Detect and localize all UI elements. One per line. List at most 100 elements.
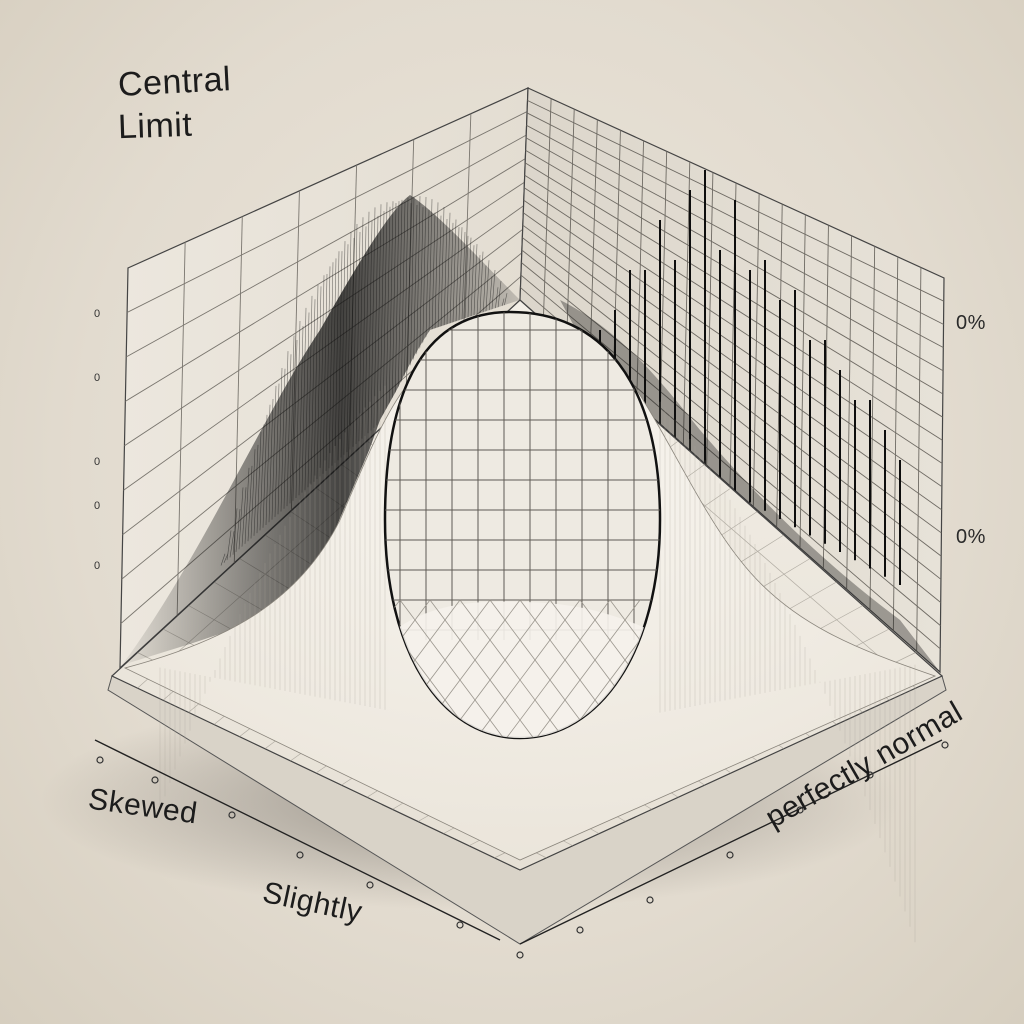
left-hatch-stroke bbox=[241, 487, 247, 547]
right-grid-line bbox=[752, 193, 760, 507]
left-hatch-stroke bbox=[310, 299, 316, 485]
left-hatch-stroke bbox=[265, 404, 271, 526]
axis-tick-dot bbox=[366, 881, 374, 889]
right-grid-line bbox=[892, 256, 899, 631]
left-hatch-stroke bbox=[289, 335, 295, 504]
left-hatch-stroke bbox=[373, 215, 379, 428]
left-hatch-stroke bbox=[220, 553, 226, 566]
left-hatch-stroke bbox=[274, 383, 280, 517]
left-hatch-stroke bbox=[370, 207, 376, 431]
right-grid-line bbox=[636, 140, 645, 404]
left-hatch-stroke bbox=[325, 266, 331, 472]
right-grid-line bbox=[521, 249, 942, 580]
axis-tick-dot bbox=[726, 851, 734, 859]
title-line-1: Central bbox=[117, 60, 233, 104]
left-grid-line bbox=[126, 111, 528, 313]
right-grid-line bbox=[589, 119, 598, 363]
left-grid-line bbox=[124, 181, 525, 447]
left-hatch-stroke bbox=[397, 199, 403, 407]
hole-floor-line bbox=[429, 599, 551, 738]
left-hatch-stroke bbox=[382, 202, 388, 420]
title-line-2: Limit bbox=[117, 105, 193, 147]
left-hatch-stroke bbox=[322, 273, 328, 474]
right-grid-line bbox=[682, 161, 691, 445]
right-scale-bottom: 0% bbox=[956, 526, 986, 548]
left-hatch-stroke bbox=[346, 232, 352, 453]
axis-tick-dot bbox=[866, 771, 874, 779]
right-grid-line bbox=[522, 224, 942, 534]
left-hatch-stroke bbox=[367, 220, 373, 434]
left-hatch-stroke bbox=[313, 285, 319, 482]
left-hatch-stroke bbox=[301, 307, 307, 493]
right-grid-line bbox=[523, 212, 942, 511]
left-scale-tick-4: 0 bbox=[94, 500, 101, 512]
left-hatch-stroke bbox=[403, 197, 409, 401]
left-grid-line bbox=[125, 158, 526, 402]
left-hatch-stroke bbox=[250, 449, 256, 539]
left-hatch-stroke bbox=[244, 467, 250, 544]
right-grid-line bbox=[846, 235, 853, 590]
right-scale-top: 0% bbox=[956, 312, 986, 334]
left-hatch-stroke bbox=[349, 237, 355, 450]
left-hatch-stroke bbox=[319, 275, 325, 477]
left-hatch-stroke bbox=[376, 204, 382, 426]
left-hatch-stroke bbox=[364, 211, 370, 436]
right-wall-grid bbox=[520, 98, 944, 652]
left-scale-tick-3: 0 bbox=[94, 456, 101, 468]
left-hatch-stroke bbox=[253, 444, 259, 536]
right-grid-line bbox=[524, 174, 943, 441]
left-hatch-stroke bbox=[280, 368, 286, 512]
left-hatch-stroke bbox=[232, 508, 238, 555]
left-hatch-stroke bbox=[337, 251, 343, 461]
left-hatch-stroke bbox=[379, 211, 385, 423]
left-hatch-stroke bbox=[238, 487, 244, 550]
axis-tick-dot bbox=[296, 851, 304, 859]
axis-tick-dot bbox=[646, 896, 654, 904]
right-grid-line bbox=[523, 199, 943, 487]
left-hatch-stroke bbox=[292, 340, 298, 501]
left-hatch-stroke bbox=[277, 367, 283, 515]
left-hatch-stroke bbox=[391, 203, 397, 412]
left-grid-line bbox=[176, 242, 186, 616]
left-grid-line bbox=[126, 134, 527, 358]
axis-ticks bbox=[96, 741, 949, 959]
right-grid-line bbox=[523, 187, 943, 464]
left-hatch-stroke bbox=[283, 351, 289, 509]
axis-tick-dot bbox=[151, 776, 159, 784]
left-hatch-stroke bbox=[262, 414, 268, 528]
left-hatch-stroke bbox=[286, 354, 292, 507]
left-hatch-stroke bbox=[307, 295, 313, 488]
left-hatch-stroke bbox=[256, 431, 262, 534]
left-hatch-stroke bbox=[388, 201, 394, 415]
hole-floor-line bbox=[609, 599, 660, 738]
left-scale-tick-5: 0 bbox=[94, 560, 101, 572]
left-hatch-stroke bbox=[268, 398, 274, 523]
right-grid-line bbox=[659, 151, 668, 425]
left-hatch-stroke bbox=[223, 553, 229, 563]
left-hatch-stroke bbox=[331, 258, 337, 466]
left-hatch-stroke bbox=[259, 424, 265, 531]
right-grid-line bbox=[916, 267, 922, 652]
left-hatch-stroke bbox=[229, 531, 235, 558]
left-hatch-stroke bbox=[298, 326, 304, 496]
left-hatch-stroke bbox=[334, 251, 340, 463]
left-hatch-stroke bbox=[304, 312, 310, 490]
right-grid-line bbox=[799, 214, 806, 549]
left-hatch-stroke bbox=[361, 226, 367, 439]
left-scale-tick-1: 0 bbox=[94, 308, 101, 320]
axis-tick-dot bbox=[96, 756, 104, 764]
left-hatch-stroke bbox=[355, 231, 361, 445]
left-hatch-stroke bbox=[226, 530, 232, 561]
hole-floor-line bbox=[385, 599, 431, 738]
axis-tick-dot bbox=[516, 951, 524, 959]
left-hatch-stroke bbox=[271, 385, 277, 520]
hole-floor-line bbox=[399, 599, 521, 738]
left-hatch-stroke bbox=[385, 206, 391, 418]
left-hatch-stroke bbox=[235, 509, 241, 553]
axis-tick-dot bbox=[228, 811, 236, 819]
left-hatch-stroke bbox=[316, 286, 322, 480]
left-scale-tick-2: 0 bbox=[94, 372, 101, 384]
right-grid-line bbox=[524, 162, 943, 418]
axis-tick-dot bbox=[796, 806, 804, 814]
left-hatch-stroke bbox=[343, 244, 349, 455]
